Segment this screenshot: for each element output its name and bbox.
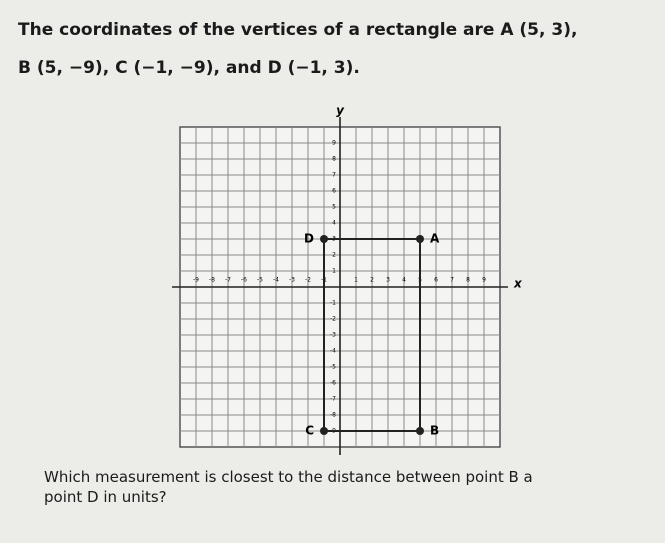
vertex-label: C — [305, 424, 314, 438]
y-axis-label: y — [336, 104, 345, 118]
vertex — [320, 427, 328, 435]
y-tick-label: -8 — [330, 412, 336, 419]
vertex — [320, 235, 328, 243]
x-tick-label: 9 — [482, 277, 486, 284]
y-tick-label: 7 — [332, 172, 336, 179]
y-tick-label: 1 — [332, 268, 336, 275]
x-tick-label: -6 — [241, 277, 247, 284]
x-tick-label: -4 — [273, 277, 279, 284]
vertex-label: A — [430, 232, 440, 246]
vertex — [416, 427, 424, 435]
y-tick-label: -5 — [330, 364, 336, 371]
y-tick-label: -6 — [330, 380, 336, 387]
x-tick-label: 4 — [402, 277, 406, 284]
x-tick-label: -3 — [289, 277, 295, 284]
prompt-line: point D in units? — [44, 488, 167, 506]
x-tick-label: 1 — [354, 277, 358, 284]
x-tick-label: 3 — [386, 277, 390, 284]
y-tick-label: -3 — [330, 332, 336, 339]
y-tick-label: 4 — [332, 220, 336, 227]
x-tick-label: 2 — [370, 277, 374, 284]
y-tick-label: -4 — [330, 348, 336, 355]
x-tick-label: -2 — [305, 277, 311, 284]
vertex — [416, 235, 424, 243]
y-tick-label: 2 — [332, 252, 336, 259]
y-tick-label: -1 — [330, 300, 336, 307]
prompt-line: Which measurement is closest to the dist… — [44, 468, 533, 486]
y-tick-label: -2 — [330, 316, 336, 323]
x-tick-label: 8 — [466, 277, 470, 284]
y-tick-label: 8 — [332, 156, 336, 163]
vertex-label: B — [430, 424, 439, 438]
x-tick-label: -7 — [225, 277, 231, 284]
y-tick-label: 5 — [332, 204, 336, 211]
y-tick-label: 9 — [332, 140, 336, 147]
x-tick-label: 6 — [434, 277, 438, 284]
x-tick-label: -5 — [257, 277, 263, 284]
vertex-label: D — [304, 232, 314, 246]
y-tick-label: -7 — [330, 396, 336, 403]
x-axis-label: x — [513, 277, 523, 291]
y-tick-label: 6 — [332, 188, 336, 195]
x-tick-label: 7 — [450, 277, 454, 284]
intro-line: B (5, −9), C (−1, −9), and D (−1, 3). — [18, 58, 360, 78]
x-tick-label: -8 — [209, 277, 215, 284]
intro-line: The coordinates of the vertices of a rec… — [18, 20, 578, 40]
x-tick-label: -9 — [193, 277, 199, 284]
